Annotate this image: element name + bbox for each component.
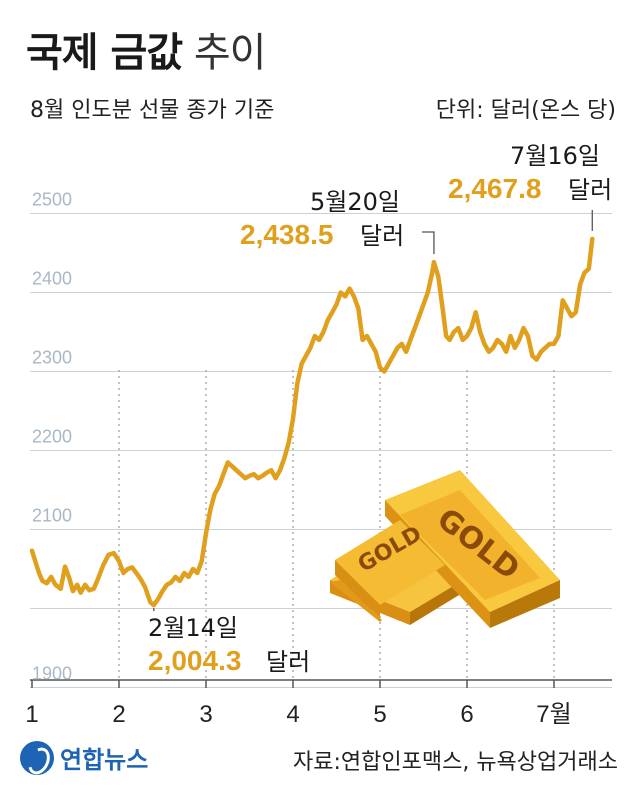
title-bold: 국제 금값 <box>26 30 183 76</box>
logo-text: 연합뉴스 <box>60 746 149 774</box>
x-tick-label: 3 <box>199 701 212 728</box>
page-title: 국제 금값 추이 <box>26 20 267 78</box>
source-note: 자료:연합인포맥스, 뉴욕상업거래소 <box>293 750 618 775</box>
annotation-unit: 달러 <box>266 648 310 676</box>
y-tick-label: 2200 <box>32 427 72 447</box>
gold-bars-illustration: GOLD GOLD <box>330 470 560 628</box>
annotation-unit: 달러 <box>568 176 612 204</box>
x-tick-label: 4 <box>286 701 299 728</box>
annotation-value: 2,438.5 <box>240 219 333 250</box>
x-tick-label: 6 <box>460 701 473 728</box>
y-tick-label: 2500 <box>32 190 72 210</box>
annotation-value: 2,004.3 <box>148 645 241 676</box>
annotation-date: 2월14일 <box>148 614 238 642</box>
annotation-leader <box>422 231 435 255</box>
y-tick-label: 2300 <box>32 348 72 368</box>
logo-icon <box>20 740 54 775</box>
annotation-date: 7월16일 <box>510 142 600 170</box>
y-tick-label: 2400 <box>32 269 72 289</box>
logo: 연합뉴스 <box>20 740 148 775</box>
annotation-value: 2,467.8 <box>448 173 541 204</box>
subtitle: 8월 인도분 선물 종가 기준 <box>30 98 275 123</box>
annotation-unit: 달러 <box>360 222 404 250</box>
price-line <box>29 236 595 608</box>
annotation-date: 5월20일 <box>310 188 400 216</box>
x-tick-label: 5 <box>373 701 386 728</box>
unit-label: 단위: 달러(온스 당) <box>435 98 616 123</box>
y-tick-label: 1900 <box>32 664 72 684</box>
x-tick-label: 1 <box>25 701 38 728</box>
title-light: 추이 <box>193 30 267 76</box>
x-tick-label: 2 <box>112 701 125 728</box>
x-tick-label: 7월 <box>536 701 571 728</box>
y-tick-label: 2100 <box>32 506 72 526</box>
